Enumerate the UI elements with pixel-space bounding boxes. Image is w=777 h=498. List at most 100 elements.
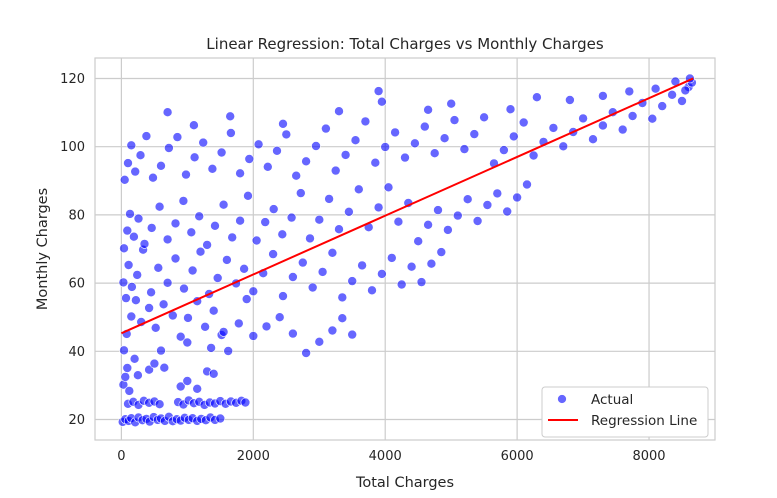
data-point <box>324 194 334 204</box>
data-point <box>327 325 338 336</box>
data-point <box>393 216 404 227</box>
data-point <box>317 267 328 277</box>
data-point <box>479 112 489 123</box>
data-point <box>182 337 193 348</box>
data-point <box>423 105 433 115</box>
data-point <box>154 201 165 212</box>
data-point <box>314 214 325 225</box>
data-point <box>334 106 344 116</box>
data-point <box>159 362 170 373</box>
data-point <box>288 272 298 282</box>
data-point <box>133 370 143 381</box>
y-tick-labels: 20 40 60 80 100 120 <box>60 72 85 428</box>
data-point <box>122 225 133 236</box>
data-point <box>469 129 480 139</box>
data-point <box>314 336 325 347</box>
data-point <box>386 253 397 263</box>
data-point <box>528 150 539 161</box>
data-point <box>588 134 598 144</box>
data-point <box>123 260 134 270</box>
data-point <box>248 286 259 297</box>
data-point <box>377 96 387 107</box>
data-point <box>240 397 251 408</box>
data-point <box>122 363 133 373</box>
data-point <box>195 246 206 257</box>
data-point <box>327 248 338 258</box>
data-point <box>482 200 493 210</box>
data-point <box>508 131 519 142</box>
data-point <box>118 277 129 288</box>
data-point <box>170 253 181 264</box>
data-point <box>186 227 197 238</box>
data-point <box>162 107 173 117</box>
data-point <box>123 158 133 168</box>
data-point <box>262 162 273 172</box>
data-point <box>518 117 529 128</box>
data-point <box>119 243 129 254</box>
data-point <box>179 283 189 294</box>
legend-actual-label: Actual <box>591 392 633 408</box>
data-point <box>172 132 183 142</box>
data-point <box>144 364 154 375</box>
x-axis-label: Total Charges <box>355 475 454 491</box>
x-tick-labels: 0 2000 4000 6000 8000 <box>117 449 665 464</box>
data-point <box>227 232 237 243</box>
data-point <box>337 313 348 324</box>
y-tick-label: 100 <box>60 140 85 155</box>
data-point <box>396 279 407 290</box>
data-point <box>462 194 473 204</box>
data-point <box>277 229 288 240</box>
data-point <box>532 92 542 102</box>
data-point <box>337 292 348 303</box>
data-point <box>200 321 210 332</box>
data-point <box>281 129 292 140</box>
data-point <box>125 209 135 219</box>
data-point <box>344 207 354 217</box>
legend: Actual Regression Line <box>541 386 709 438</box>
data-point <box>260 217 271 227</box>
data-point <box>578 113 588 124</box>
data-point <box>452 210 463 221</box>
data-point <box>286 212 297 223</box>
data-point <box>598 91 608 101</box>
legend-actual-marker <box>557 394 567 404</box>
data-point <box>162 277 173 288</box>
data-point <box>650 83 661 94</box>
data-point <box>198 137 208 148</box>
data-point <box>131 295 141 306</box>
data-point <box>139 239 150 249</box>
data-point <box>251 235 262 246</box>
data-point <box>222 255 232 265</box>
data-point <box>295 188 306 198</box>
data-point <box>202 240 212 250</box>
data-point <box>647 113 658 124</box>
data-point <box>680 85 691 96</box>
data-point <box>120 372 131 382</box>
data-point <box>129 353 140 364</box>
data-point <box>164 143 174 153</box>
data-point <box>132 270 142 280</box>
plot-frame <box>94 57 716 441</box>
data-point <box>212 273 223 283</box>
data-point <box>433 205 443 215</box>
data-point <box>268 249 278 259</box>
data-point <box>119 175 130 185</box>
data-point <box>443 225 453 235</box>
data-point <box>357 260 367 271</box>
data-point <box>268 204 279 214</box>
data-point <box>210 221 220 231</box>
data-point <box>390 127 400 138</box>
data-point <box>548 123 559 133</box>
data-point <box>657 101 668 111</box>
data-point <box>170 218 181 229</box>
data-point <box>119 345 129 356</box>
data-point <box>373 202 384 213</box>
data-point <box>429 148 440 158</box>
data-point <box>410 138 420 149</box>
data-point <box>370 157 381 168</box>
data-point <box>624 86 635 97</box>
legend-regression-label: Regression Line <box>591 413 697 429</box>
data-point <box>207 164 218 174</box>
data-point <box>154 399 165 410</box>
data-point <box>360 116 371 127</box>
